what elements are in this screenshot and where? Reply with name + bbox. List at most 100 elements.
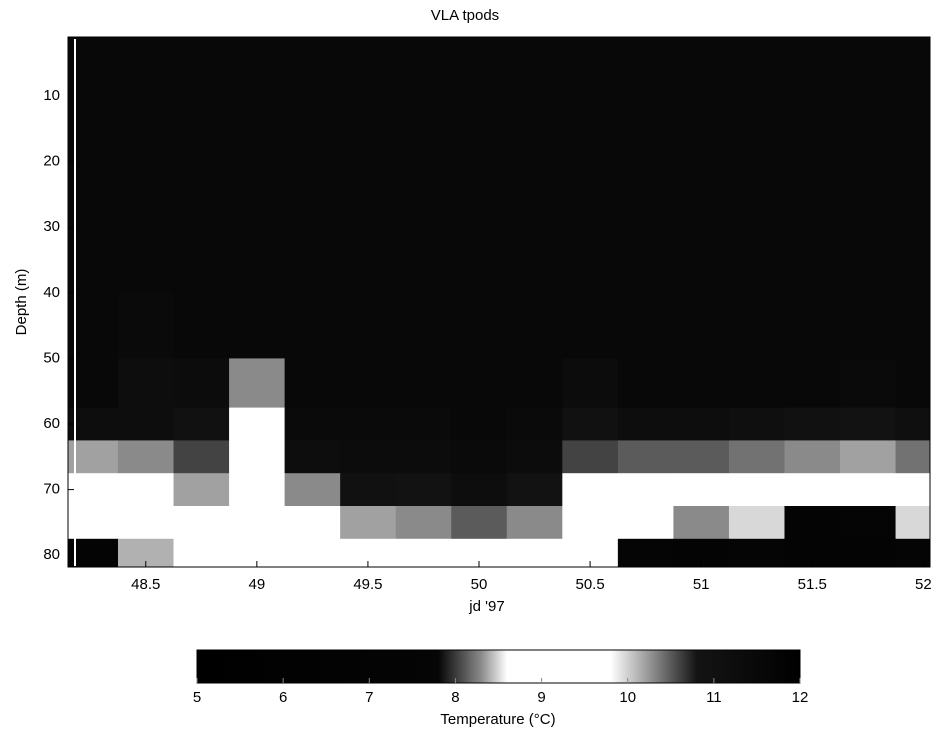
heatmap-cell (840, 227, 897, 294)
heatmap-cell (451, 96, 508, 163)
heatmap-cell (451, 37, 508, 97)
heatmap-cell (840, 96, 897, 163)
heatmap-cell (673, 407, 730, 441)
heatmap-cell (895, 440, 930, 474)
heatmap-cell (340, 440, 397, 474)
colorbar-tick-label: 12 (792, 689, 809, 706)
colorbar-tick-label: 11 (706, 689, 722, 706)
heatmap-cell (728, 37, 785, 97)
heatmap-cell (451, 227, 508, 294)
chart-title: VLA tpods (431, 7, 499, 24)
y-tick-label: 60 (43, 415, 60, 432)
heatmap-cell (506, 227, 563, 294)
y-tick-label: 40 (43, 284, 60, 301)
heatmap-cell (340, 96, 397, 163)
heatmap-cell (728, 440, 785, 474)
heatmap-cell (229, 473, 286, 507)
heatmap-cell (229, 292, 286, 359)
heatmap-cell (284, 161, 341, 228)
y-tick-label: 20 (43, 153, 60, 170)
heatmap-cell (784, 358, 841, 409)
heatmap-cell (451, 505, 508, 540)
heatmap-cell (840, 538, 897, 567)
heatmap-cell (173, 161, 230, 228)
heatmap-cell (340, 505, 397, 540)
heatmap-cell (617, 227, 674, 294)
heatmap-cell (340, 227, 397, 294)
heatmap-cell (395, 292, 452, 359)
heatmap-cell (340, 161, 397, 228)
heatmap-cell (617, 407, 674, 441)
heatmap-cell (673, 358, 730, 409)
heatmap-cell (840, 440, 897, 474)
x-tick-label: 50 (471, 576, 488, 593)
heatmap-cell (68, 440, 119, 474)
heatmap-cell (728, 161, 785, 228)
heatmap-cell (728, 473, 785, 507)
heatmap-cell (68, 292, 119, 359)
heatmap-cell (229, 440, 286, 474)
heatmap-cell (562, 161, 619, 228)
heatmap-cell (284, 440, 341, 474)
heatmap-cell (395, 538, 452, 567)
heatmap-cell (284, 473, 341, 507)
heatmap-cell (68, 358, 119, 409)
heatmap-cell (895, 161, 930, 228)
heatmap-cell (617, 96, 674, 163)
plot-frame (67, 36, 931, 568)
heatmap-cell (728, 358, 785, 409)
y-tick-label: 50 (43, 349, 60, 366)
heatmap-cell (562, 37, 619, 97)
heatmap-cell (617, 538, 674, 567)
heatmap-cell (673, 37, 730, 97)
heatmap-cell (68, 227, 119, 294)
heatmap-cell (562, 358, 619, 409)
heatmap-cell (117, 292, 175, 359)
y-axis-label: Depth (m) (13, 269, 30, 336)
heatmap-cell (284, 505, 341, 540)
heatmap-cell (68, 538, 119, 567)
heatmap-cell (728, 227, 785, 294)
heatmap-cell (229, 505, 286, 540)
heatmap-cell (117, 473, 175, 507)
x-axis-label: jd '97 (468, 598, 504, 615)
heatmap-cell (673, 227, 730, 294)
heatmap-cell (173, 407, 230, 441)
heatmap-cell (506, 37, 563, 97)
heatmap-cell (284, 292, 341, 359)
heatmap-cell (728, 96, 785, 163)
heatmap-cell (728, 407, 785, 441)
heatmap-cell (173, 37, 230, 97)
colorbar-label: Temperature (°C) (440, 711, 555, 728)
heatmap-cell (340, 292, 397, 359)
heatmap-cell (395, 96, 452, 163)
colorbar-tick-label: 7 (365, 689, 373, 706)
x-tick-label: 51 (693, 576, 710, 593)
heatmap-cell (173, 227, 230, 294)
heatmap-cell (840, 473, 897, 507)
heatmap-cell (284, 96, 341, 163)
colorbar (196, 649, 801, 684)
heatmap-cell (784, 440, 841, 474)
heatmap-cell (617, 505, 674, 540)
heatmap-cell (229, 96, 286, 163)
heatmap-cell (506, 538, 563, 567)
heatmap-cell (617, 358, 674, 409)
heatmap-cell (229, 161, 286, 228)
heatmap-cell (451, 358, 508, 409)
heatmap (68, 37, 930, 567)
heatmap-cell (617, 37, 674, 97)
heatmap-cell (117, 161, 175, 228)
heatmap-cell (506, 292, 563, 359)
y-tick-label: 30 (43, 218, 60, 235)
heatmap-cell (340, 407, 397, 441)
heatmap-cell (562, 440, 619, 474)
heatmap-cell (117, 407, 175, 441)
heatmap-cell (395, 440, 452, 474)
heatmap-cell (562, 505, 619, 540)
heatmap-cell (395, 161, 452, 228)
heatmap-cell (395, 473, 452, 507)
heatmap-cell (68, 96, 119, 163)
heatmap-cell (840, 407, 897, 441)
